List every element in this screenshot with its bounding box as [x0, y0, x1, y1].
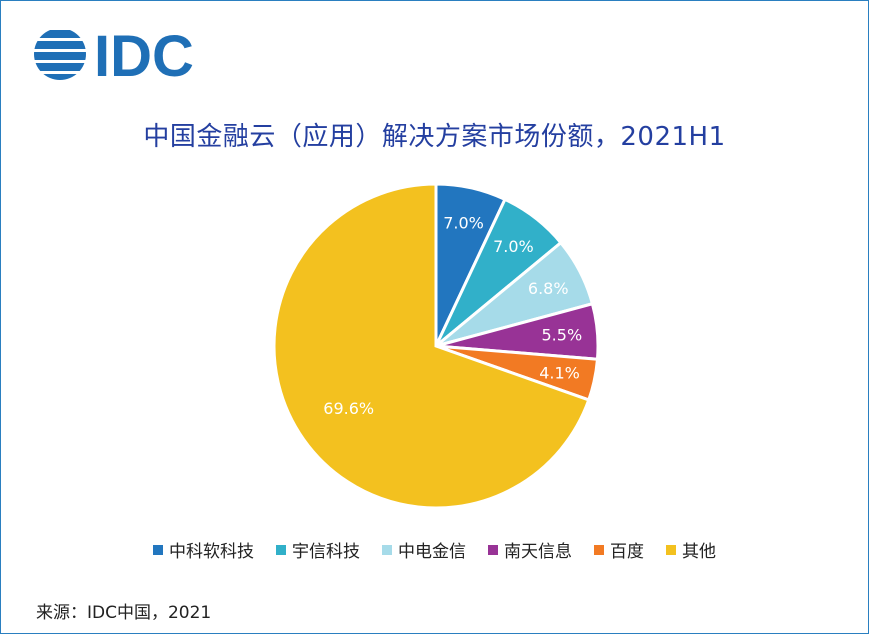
legend-label: 其他 [682, 542, 716, 562]
slice-value-label: 69.6% [323, 399, 374, 418]
legend-item: 中科软科技 [153, 537, 254, 562]
legend-swatch [382, 544, 392, 555]
pie-slice [272, 182, 591, 510]
legend-item: 其他 [666, 537, 716, 562]
legend-swatch [594, 544, 604, 555]
legend-item: 中电金信 [382, 537, 466, 562]
slice-value-label: 5.5% [542, 326, 583, 345]
legend-swatch [276, 544, 286, 555]
legend-item: 南天信息 [488, 537, 572, 562]
legend-label: 南天信息 [504, 542, 572, 562]
legend-swatch [666, 544, 676, 555]
chart-title: 中国金融云（应用）解决方案市场份额，2021H1 [143, 122, 726, 152]
legend: 中科软科技 宇信科技 中电金信 南天信息 百度 其他 [0, 537, 869, 562]
legend-swatch [488, 544, 498, 555]
slice-value-label: 4.1% [539, 363, 580, 382]
legend-swatch [153, 544, 163, 555]
legend-item: 百度 [594, 537, 644, 562]
source-note: 来源：IDC中国，2021 [36, 603, 212, 623]
legend-label: 百度 [610, 542, 644, 562]
legend-item: 宇信科技 [276, 537, 360, 562]
legend-label: 中电金信 [398, 542, 466, 562]
slice-value-label: 7.0% [493, 237, 534, 256]
slice-value-label: 6.8% [528, 279, 569, 298]
slice-value-label: 7.0% [443, 214, 484, 233]
idc-logo: IDC [34, 26, 194, 82]
legend-label: 宇信科技 [292, 542, 360, 562]
legend-label: 中科软科技 [169, 542, 254, 562]
logo-text: IDC [94, 26, 194, 82]
